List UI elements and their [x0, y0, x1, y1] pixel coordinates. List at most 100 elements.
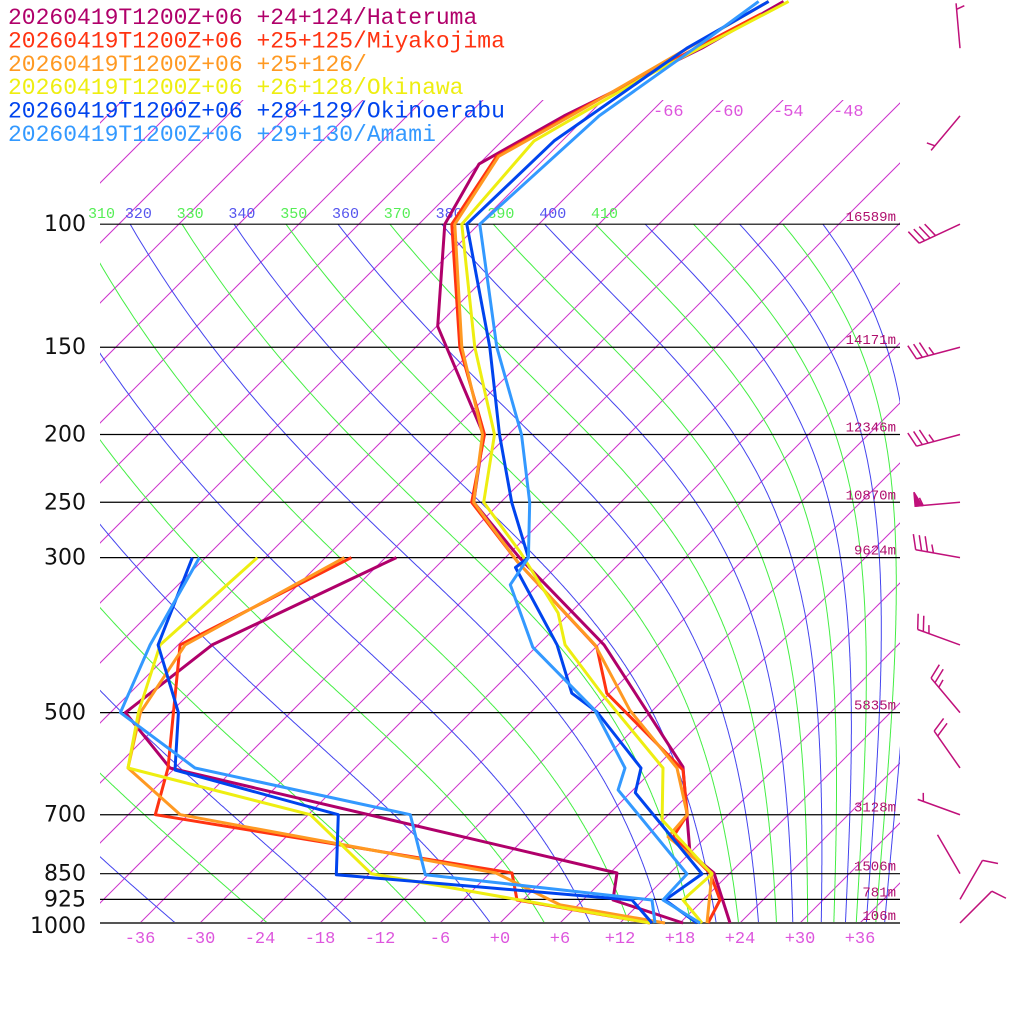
wind-barb: [930, 664, 961, 714]
isotherm-line: [379, 402, 900, 923]
sounding-profiles: [118, 0, 790, 925]
isotherm-label: -66: [653, 103, 684, 122]
adiabat-line: [822, 224, 900, 923]
legend-entry: 20260419T1200Z+06 +29+130/Amami: [8, 122, 436, 148]
legend-entry: 20260419T1200Z+06 +28+129/Okinoerabu: [8, 99, 505, 125]
dewpoint-line: [126, 556, 651, 925]
barb-full: [933, 717, 945, 732]
barb-full: [913, 228, 926, 242]
barb-full: [912, 431, 923, 446]
wind-barb: [936, 834, 961, 875]
barb-staff: [917, 628, 961, 646]
barb-staff: [930, 677, 961, 714]
pressure-label: 1000: [30, 914, 86, 939]
isotherm-label: -54: [773, 103, 804, 122]
temperature-tick-label: -12: [365, 930, 396, 949]
isotherm-top-labels: -66 -60 -54 -48: [653, 103, 864, 122]
adiabat-line: [100, 856, 176, 923]
legend-entry: 20260419T1200Z+06 +24+124/Hateruma: [8, 5, 477, 31]
barb-staff: [959, 859, 984, 900]
barb-full: [937, 722, 948, 737]
wind-barb: [959, 859, 999, 900]
barb-staff: [916, 433, 961, 447]
barb-full: [918, 342, 929, 357]
adiabat-line: [100, 523, 491, 923]
isotherm-line: [439, 462, 900, 923]
wind-barb: [912, 534, 961, 559]
theta-label: 350: [280, 206, 307, 223]
pressure-label: 250: [44, 490, 86, 515]
pressure-label: 150: [44, 335, 86, 360]
temperature-line: [460, 0, 790, 924]
isotherm-line: [100, 100, 364, 364]
barb-half: [938, 679, 944, 688]
theta-label: 320: [125, 206, 152, 223]
barb-pennant: [913, 491, 924, 507]
height-label: 10870m: [846, 488, 896, 504]
barb-half: [928, 434, 935, 442]
isotherm-label: -60: [713, 103, 744, 122]
wind-barb: [917, 792, 961, 816]
barb-full: [918, 226, 931, 239]
barb-full: [907, 345, 918, 360]
wind-barb: [907, 223, 961, 244]
dewpoint-line: [126, 556, 666, 925]
isotherm-line: [679, 702, 900, 923]
pressure-label: 100: [44, 212, 86, 237]
dewpoint-line: [153, 556, 651, 925]
adiabat-line: [100, 606, 427, 923]
adiabat-line: [644, 224, 852, 923]
temperature-axis-labels: -36 -30 -24 -18 -12 -6 +0 +6 +12 +18 +24 +30 +36: [125, 930, 876, 949]
temperature-line: [453, 0, 770, 924]
theta-label: 340: [228, 206, 255, 223]
theta-label: 330: [177, 206, 204, 223]
wind-barb: [959, 890, 1007, 924]
theta-label: 370: [384, 206, 411, 223]
barb-full: [982, 859, 999, 865]
barb-full: [907, 432, 918, 447]
barb-half: [931, 544, 935, 554]
temperature-tick-label: -30: [185, 930, 216, 949]
theta-label: 360: [332, 206, 359, 223]
wind-barb: [913, 491, 961, 507]
barb-half: [956, 4, 965, 11]
dewpoint-line: [118, 556, 657, 924]
pressure-label: 200: [44, 423, 86, 448]
wind-barb: [933, 717, 961, 769]
isotherm-line: [100, 100, 304, 304]
barb-staff: [933, 730, 961, 769]
theta-labels: 310 320 330 340 350 360 370 380 390 400 410: [88, 206, 618, 223]
pressure-label: 500: [44, 701, 86, 726]
wind-barb: [907, 429, 961, 447]
legend: 20260419T1200Z+06 +24+124/Hateruma 202604…: [8, 5, 505, 148]
wind-barb: [926, 115, 961, 151]
barb-full: [924, 536, 929, 552]
profile-okinawa: [126, 0, 790, 925]
barb-full: [918, 535, 923, 551]
profile-amami: [118, 0, 760, 925]
temperature-tick-label: -6: [430, 930, 450, 949]
height-label: 106m: [862, 909, 896, 925]
height-label: 5835m: [854, 699, 896, 715]
barb-staff: [917, 798, 961, 816]
isotherm-line: [100, 100, 184, 184]
temperature-tick-label: +0: [490, 930, 510, 949]
temperature-line: [465, 0, 770, 925]
height-label: 9624m: [854, 544, 896, 560]
adiabat-line: [100, 772, 268, 923]
dewpoint-line: [123, 556, 684, 925]
temperature-tick-label: +18: [665, 930, 696, 949]
barb-staff: [915, 549, 961, 559]
temperature-tick-label: -24: [245, 930, 276, 949]
height-label: 12346m: [846, 421, 896, 437]
adiabat-line: [100, 439, 545, 923]
pressure-label: 700: [44, 803, 86, 828]
legend-entry: 20260419T1200Z+06 +25+126/: [8, 52, 367, 78]
isotherm-line: [100, 100, 244, 244]
wind-barb: [907, 342, 961, 360]
temperature-tick-label: +6: [550, 930, 570, 949]
barb-full: [930, 664, 940, 679]
temperature-tick-label: +12: [605, 930, 636, 949]
theta-label: 310: [88, 206, 115, 223]
